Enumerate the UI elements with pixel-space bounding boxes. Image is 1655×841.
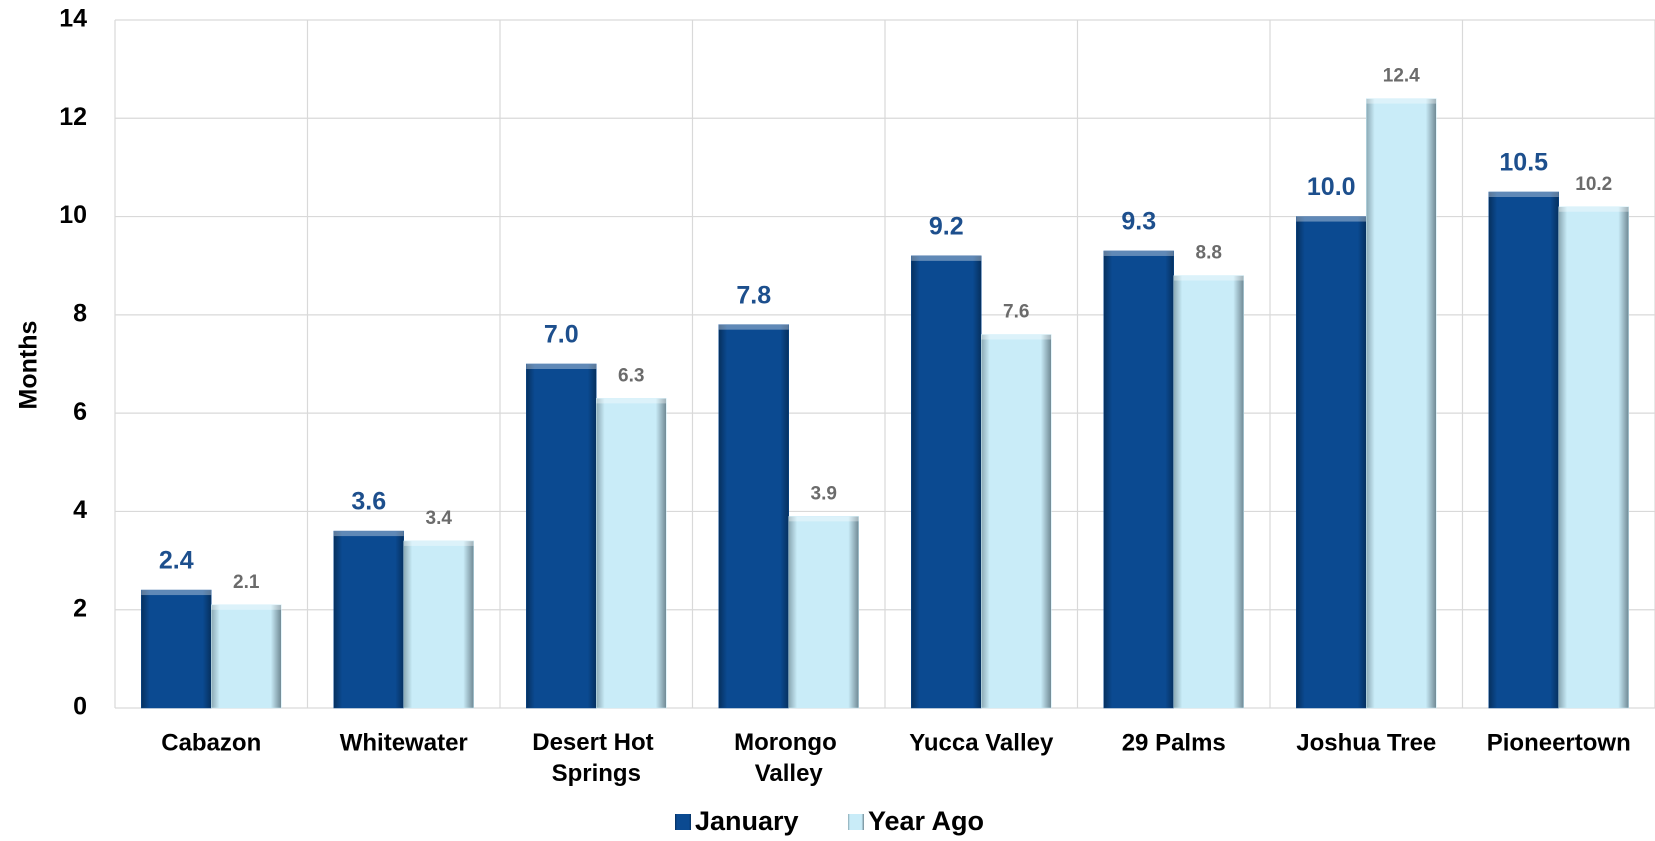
- value-label: 9.2: [929, 212, 964, 240]
- x-tick-label: Morongo Valley: [734, 729, 843, 787]
- bar: [596, 398, 667, 709]
- bar-cap: [141, 590, 212, 596]
- y-tick-label: 8: [73, 299, 87, 327]
- bar: [403, 540, 474, 709]
- value-label: 6.3: [618, 365, 644, 386]
- value-label: 8.8: [1196, 243, 1222, 264]
- y-tick-label: 4: [73, 496, 87, 524]
- y-tick-label: 14: [59, 5, 87, 33]
- value-label: 3.9: [811, 483, 837, 504]
- bar: [1558, 206, 1629, 709]
- bar-cap: [1558, 206, 1629, 212]
- x-tick-label: Desert Hot Springs: [532, 729, 660, 787]
- bar: [788, 516, 859, 709]
- bar-cap: [1366, 98, 1437, 104]
- bar: [526, 363, 597, 709]
- value-label: 10.5: [1499, 149, 1548, 177]
- bar: [1296, 216, 1367, 709]
- bar-cap: [1173, 275, 1244, 281]
- value-label: 7.8: [736, 281, 771, 309]
- bar: [981, 334, 1052, 709]
- x-tick-label: Whitewater: [340, 729, 468, 756]
- bar: [1103, 250, 1174, 709]
- bar: [911, 255, 982, 709]
- x-tick-label: 29 Palms: [1122, 729, 1226, 756]
- value-label: 9.3: [1121, 208, 1156, 236]
- legend-label: Year Ago: [868, 806, 984, 836]
- value-label: 7.0: [544, 321, 579, 349]
- value-label: 2.1: [233, 572, 260, 593]
- value-label: 10.2: [1575, 174, 1612, 195]
- bar: [1366, 98, 1437, 709]
- y-tick-label: 12: [59, 103, 87, 131]
- bar: [211, 604, 282, 709]
- x-tick-label: Yucca Valley: [909, 729, 1054, 756]
- y-tick-label: 6: [73, 398, 87, 426]
- x-tick-line: Morongo: [734, 729, 843, 756]
- bar-cap: [596, 398, 667, 404]
- bar: [333, 530, 404, 709]
- value-label: 10.0: [1307, 173, 1356, 201]
- bar-cap: [911, 255, 982, 261]
- value-label: 3.6: [351, 488, 386, 516]
- x-tick-label: Joshua Tree: [1296, 729, 1436, 756]
- bar-cap: [1296, 216, 1367, 222]
- y-tick-label: 2: [73, 594, 87, 622]
- bar-cap: [1488, 192, 1559, 197]
- y-tick-label: 10: [59, 201, 87, 229]
- legend-swatch: [675, 814, 691, 830]
- bar-cap: [981, 334, 1052, 340]
- x-tick-line: Valley: [755, 760, 824, 787]
- bar: [718, 324, 789, 709]
- bar-cap: [211, 604, 282, 610]
- y-tick-label: 0: [73, 693, 87, 721]
- value-label: 12.4: [1383, 66, 1420, 87]
- x-tick-line: Desert Hot: [532, 729, 660, 756]
- value-label: 7.6: [1003, 302, 1029, 323]
- bar: [1173, 275, 1244, 709]
- x-tick-label: Pioneertown: [1487, 729, 1631, 756]
- value-label: 2.4: [159, 547, 194, 575]
- x-tick-line: Springs: [552, 760, 641, 787]
- x-tick-label: Cabazon: [161, 729, 261, 756]
- legend-label: January: [695, 806, 799, 836]
- bar-cap: [403, 540, 474, 546]
- bar: [1488, 191, 1559, 709]
- bar-cap: [526, 364, 597, 369]
- bar-cap: [718, 324, 789, 330]
- value-label: 3.4: [426, 508, 453, 529]
- bar: [141, 589, 212, 709]
- bar-cap: [333, 531, 404, 537]
- y-axis-label: Months: [15, 321, 43, 410]
- bar-cap: [788, 516, 859, 522]
- bar-cap: [1103, 250, 1174, 256]
- legend-swatch: [848, 814, 864, 830]
